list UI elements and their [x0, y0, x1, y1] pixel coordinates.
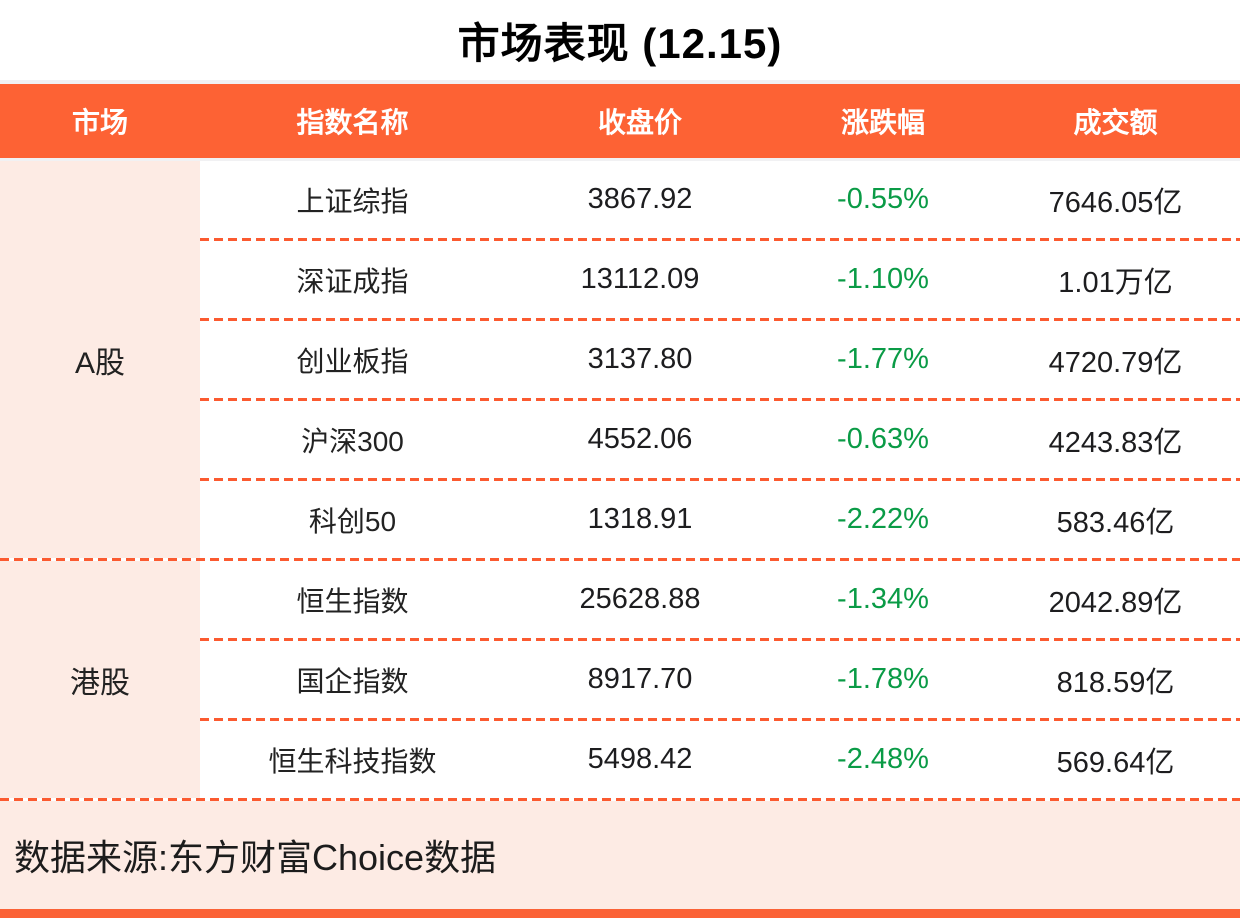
- index-name-cell: 国企指数: [296, 665, 409, 697]
- row-divider: [200, 238, 1240, 241]
- close-price-cell: 25628.88: [579, 583, 701, 615]
- change-percent-cell: -1.78%: [837, 663, 929, 695]
- row-divider: [200, 398, 1240, 401]
- table-row: 国企指数 8917.70 -1.78% 818.59亿: [200, 641, 1240, 718]
- market-label-hk-shares: 港股: [0, 561, 200, 798]
- row-divider: [200, 718, 1240, 721]
- index-name-cell: 恒生科技指数: [268, 745, 437, 777]
- column-header-close: 收盘价: [597, 107, 682, 138]
- close-price-cell: 13112.09: [580, 263, 700, 295]
- table-row: 创业板指 3137.80 -1.77% 4720.79亿: [200, 321, 1240, 398]
- close-price-cell: 1318.91: [587, 503, 693, 535]
- close-price-cell: 5498.42: [587, 743, 693, 775]
- index-name-cell: 沪深300: [301, 425, 404, 457]
- divider: [0, 80, 1240, 84]
- turnover-cell: 818.59亿: [1056, 666, 1175, 699]
- column-header-turnover: 成交额: [1073, 107, 1158, 138]
- table-header-row: 市场 指数名称 收盘价 涨跌幅 成交额: [0, 84, 1240, 158]
- table-row: 恒生科技指数 5498.42 -2.48% 569.64亿: [200, 721, 1240, 798]
- close-price-cell: 3137.80: [587, 343, 693, 375]
- close-price-cell: 3867.92: [587, 183, 693, 215]
- market-label-a-shares: A股: [0, 161, 200, 558]
- change-percent-cell: -2.48%: [837, 743, 929, 775]
- turnover-cell: 4720.79亿: [1048, 346, 1183, 379]
- table-row: 深证成指 13112.09 -1.10% 1.01万亿: [200, 241, 1240, 318]
- section-hk-shares: 港股 恒生指数 25628.88 -1.34% 2042.89亿 国企指数 89…: [0, 561, 1240, 798]
- page-title: 市场表现 (12.15): [457, 19, 783, 67]
- index-name-cell: 深证成指: [296, 265, 409, 297]
- row-divider: [200, 638, 1240, 641]
- index-name-cell: 创业板指: [296, 345, 409, 377]
- close-price-cell: 4552.06: [587, 423, 693, 455]
- turnover-cell: 7646.05亿: [1048, 186, 1183, 219]
- title-area: 市场表现 (12.15): [0, 0, 1240, 80]
- table-row: 沪深300 4552.06 -0.63% 4243.83亿: [200, 401, 1240, 478]
- row-divider: [200, 318, 1240, 321]
- turnover-cell: 1.01万亿: [1058, 266, 1173, 299]
- close-price-cell: 8917.70: [587, 663, 693, 695]
- column-header-change: 涨跌幅: [840, 107, 925, 138]
- change-percent-cell: -1.10%: [837, 263, 929, 295]
- section-a-shares: A股 上证综指 3867.92 -0.55% 7646.05亿 深证成指 131…: [0, 161, 1240, 558]
- table-row: 上证综指 3867.92 -0.55% 7646.05亿: [200, 161, 1240, 238]
- section-divider: [0, 558, 1240, 561]
- table-body: A股 上证综指 3867.92 -0.55% 7646.05亿 深证成指 131…: [0, 161, 1240, 798]
- change-percent-cell: -1.77%: [837, 343, 929, 375]
- section-rows: 上证综指 3867.92 -0.55% 7646.05亿 深证成指 13112.…: [200, 161, 1240, 558]
- change-percent-cell: -1.34%: [837, 583, 929, 615]
- turnover-cell: 4243.83亿: [1048, 426, 1183, 459]
- turnover-cell: 2042.89亿: [1048, 586, 1183, 619]
- row-divider: [200, 478, 1240, 481]
- index-name-cell: 恒生指数: [296, 585, 409, 617]
- turnover-cell: 569.64亿: [1056, 746, 1175, 779]
- divider: [0, 158, 1240, 161]
- bottom-accent-bar: [0, 909, 1240, 918]
- table-row: 恒生指数 25628.88 -1.34% 2042.89亿: [200, 561, 1240, 638]
- change-percent-cell: -0.55%: [837, 183, 929, 215]
- change-percent-cell: -0.63%: [837, 423, 929, 455]
- column-header-market: 市场: [71, 107, 128, 138]
- footer: 数据来源:东方财富Choice数据: [0, 801, 1240, 909]
- section-rows: 恒生指数 25628.88 -1.34% 2042.89亿 国企指数 8917.…: [200, 561, 1240, 798]
- turnover-cell: 583.46亿: [1056, 506, 1175, 539]
- index-name-cell: 上证综指: [296, 185, 409, 217]
- footer-divider: [0, 798, 1240, 801]
- column-header-index: 指数名称: [296, 107, 409, 138]
- change-percent-cell: -2.22%: [837, 503, 929, 535]
- index-name-cell: 科创50: [308, 505, 397, 537]
- data-source-text: 数据来源:东方财富Choice数据: [14, 837, 497, 878]
- table-row: 科创50 1318.91 -2.22% 583.46亿: [200, 481, 1240, 558]
